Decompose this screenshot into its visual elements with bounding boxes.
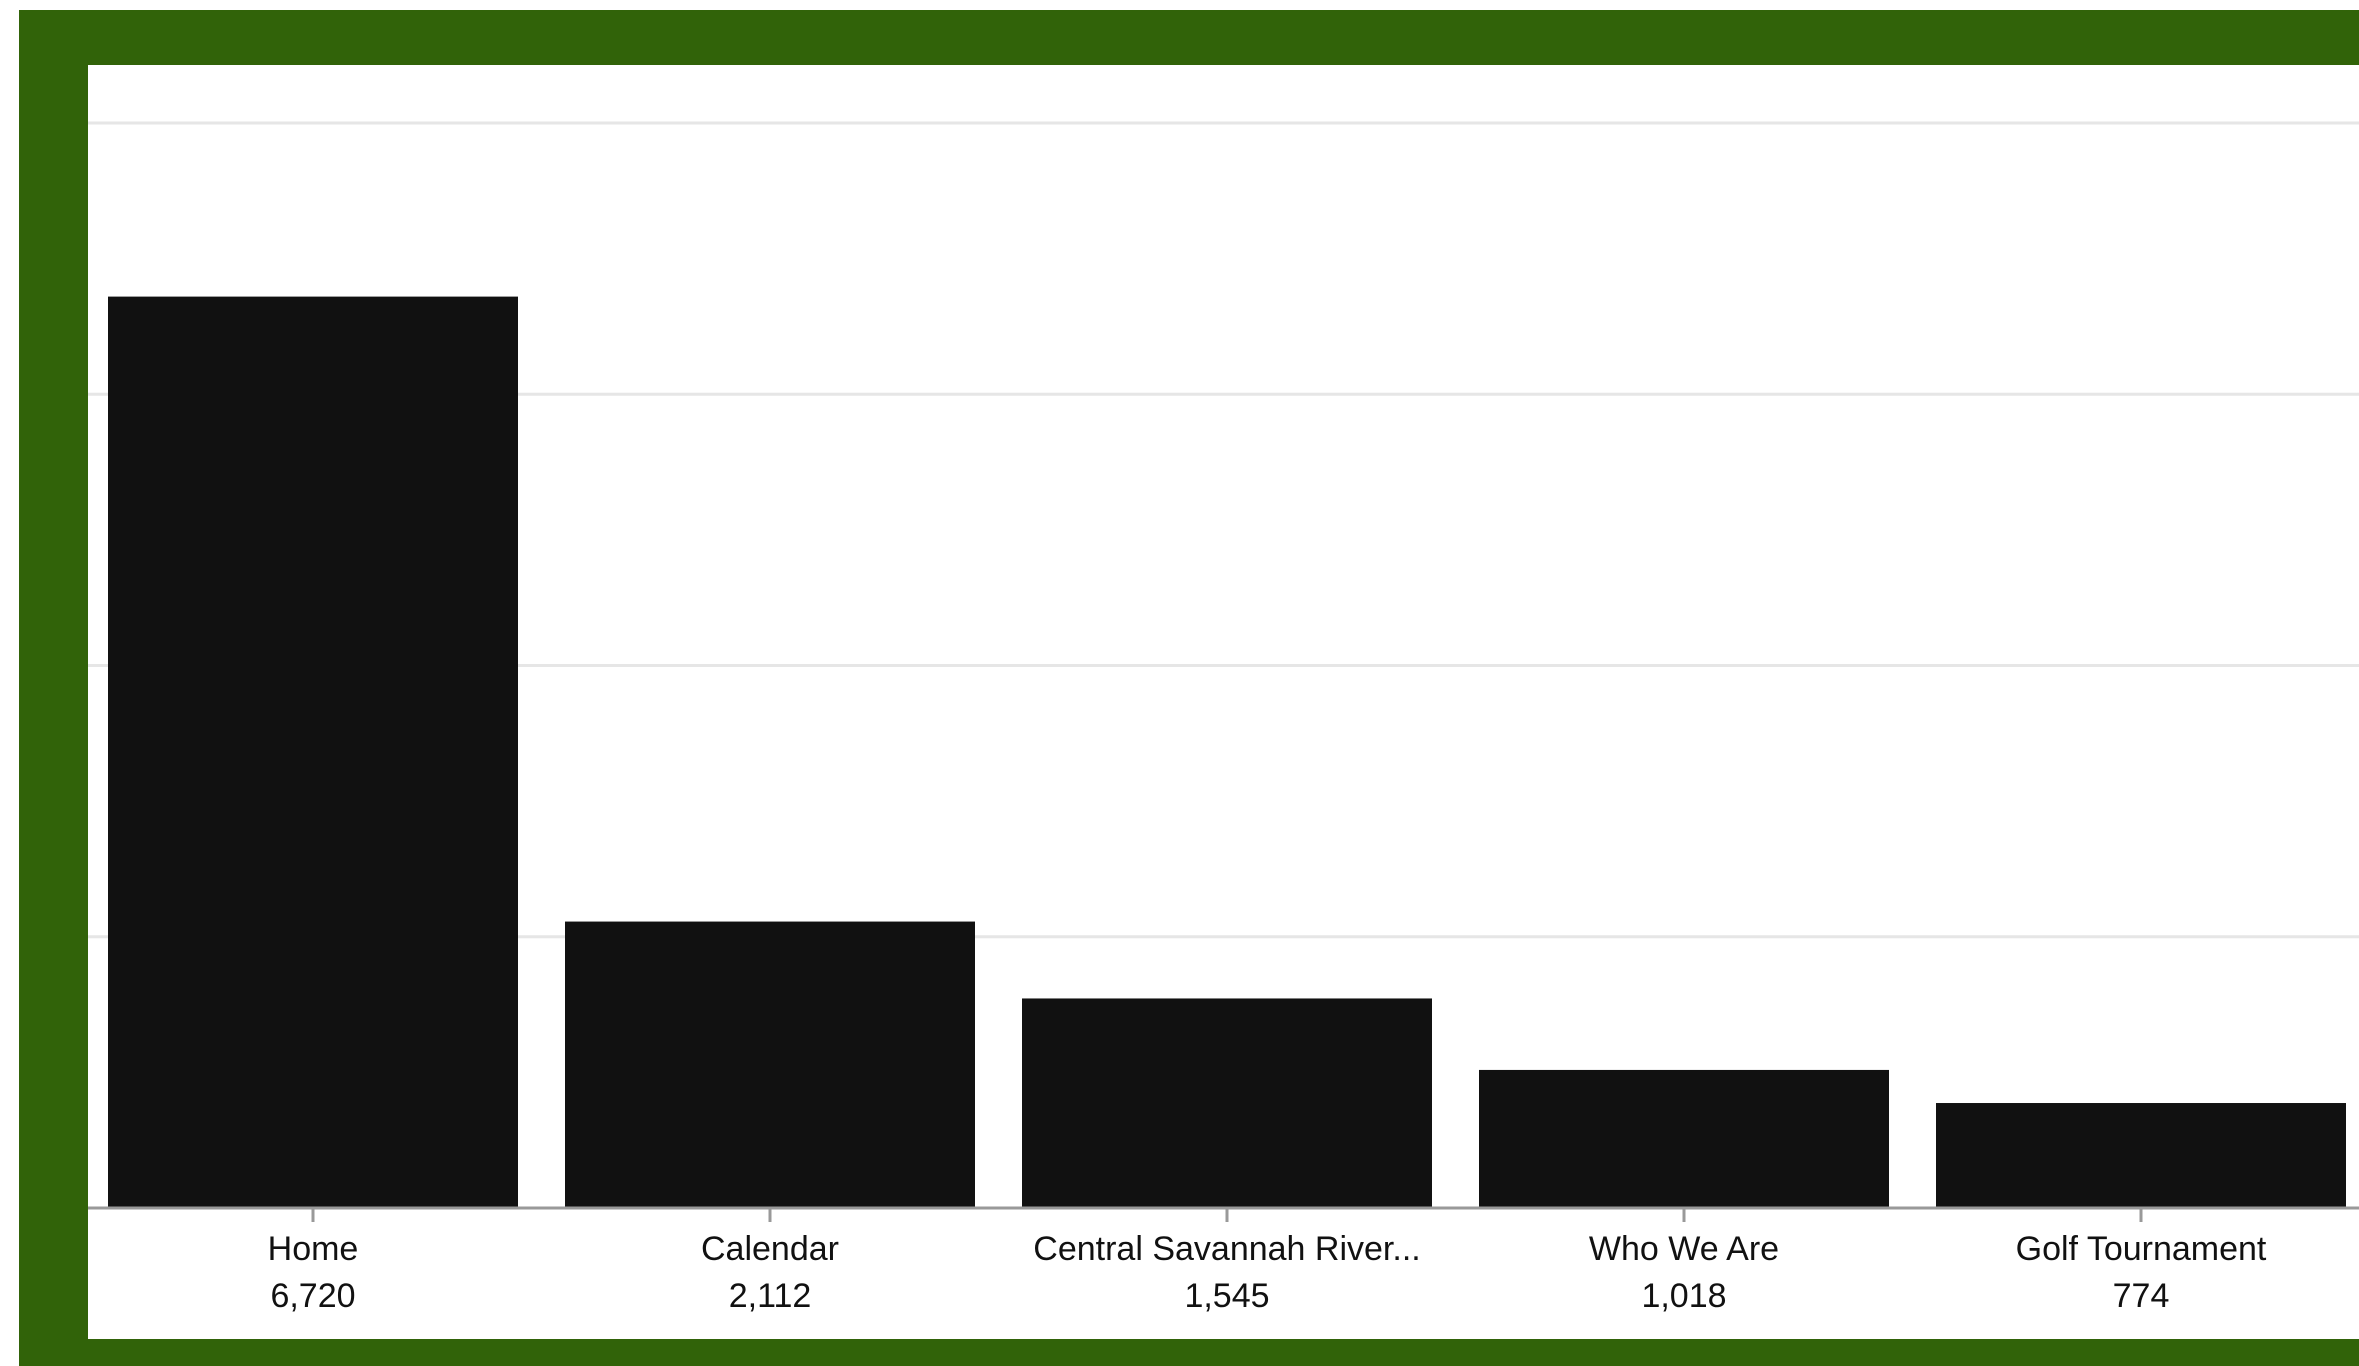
value-label: 2,112 bbox=[729, 1277, 812, 1315]
category-labels: Home 6,720 Calendar 2,112 Central Savannah R… bbox=[268, 1208, 2267, 1315]
bar-2[interactable] bbox=[1022, 998, 1432, 1208]
value-label: 1,018 bbox=[1641, 1277, 1726, 1315]
category-label: Home bbox=[268, 1230, 359, 1268]
bar-4[interactable] bbox=[1936, 1103, 2346, 1208]
category-label: Central Savannah River... bbox=[1033, 1230, 1420, 1268]
bars bbox=[108, 296, 2346, 1209]
chart-frame: Home 6,720 Calendar 2,112 Central Savannah R… bbox=[19, 10, 2359, 1366]
bar-3[interactable] bbox=[1479, 1069, 1889, 1208]
chart-panel: Home 6,720 Calendar 2,112 Central Savannah R… bbox=[88, 65, 2359, 1339]
bar-chart: Home 6,720 Calendar 2,112 Central Savannah R… bbox=[88, 121, 2359, 1315]
category-label: Calendar bbox=[701, 1230, 839, 1268]
bar-1[interactable] bbox=[565, 921, 975, 1208]
value-label: 1,545 bbox=[1184, 1277, 1269, 1315]
value-label: 774 bbox=[2113, 1277, 2170, 1315]
category-label: Who We Are bbox=[1589, 1230, 1779, 1268]
bar-0[interactable] bbox=[108, 296, 518, 1209]
category-label: Golf Tournament bbox=[2016, 1230, 2267, 1268]
value-label: 6,720 bbox=[270, 1277, 355, 1315]
